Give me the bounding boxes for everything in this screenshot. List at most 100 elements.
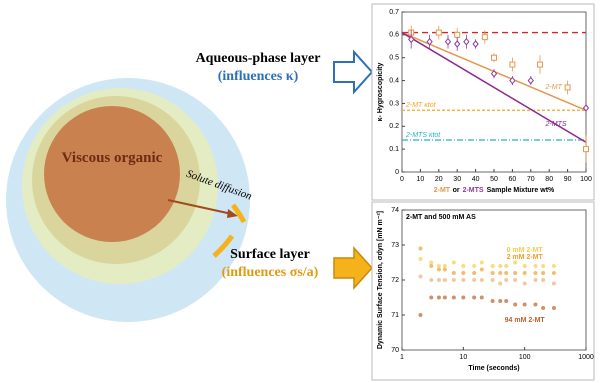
chart-frame	[371, 201, 595, 381]
x-tick-label: 1000	[578, 354, 594, 361]
data-point	[451, 295, 456, 300]
data-point	[479, 260, 484, 265]
data-point	[504, 271, 509, 275]
data-point	[461, 278, 466, 282]
y-tick-label: 70	[391, 347, 399, 354]
x-tick-label: 20	[435, 176, 443, 183]
data-point	[537, 61, 543, 68]
data-point	[444, 37, 452, 46]
data-point	[436, 267, 441, 272]
y-tick-label: 0.4	[389, 77, 399, 84]
x-axis-label-part: 2-MTS	[463, 187, 484, 194]
data-point	[551, 264, 556, 268]
data-point	[436, 264, 441, 268]
trend-label: 2-MT	[545, 84, 563, 91]
data-point	[522, 264, 527, 268]
data-point	[490, 264, 495, 268]
series-label: 94 mM 2-MT	[505, 317, 546, 324]
trend-line	[401, 31, 587, 143]
data-point	[582, 104, 590, 112]
data-point	[479, 267, 484, 272]
data-point	[541, 264, 546, 268]
series-label: 2 mM 2-MT	[507, 254, 544, 261]
viscous-core	[44, 106, 180, 242]
data-point	[454, 40, 461, 48]
trend-label: 2-MTS	[545, 121, 567, 128]
x-tick-label: 10	[417, 176, 425, 183]
data-point	[490, 299, 495, 303]
surface-arrow	[333, 246, 374, 290]
surface-arc	[212, 234, 235, 258]
chart-title: 2-MT and 500 mM AS	[406, 214, 476, 221]
surface-arc	[231, 203, 247, 224]
data-point	[498, 299, 503, 303]
reference-label: 2-MTS κtot	[405, 132, 441, 139]
data-point	[442, 295, 447, 300]
data-point	[541, 278, 546, 282]
x-tick-label: 40	[472, 176, 480, 183]
data-point	[429, 260, 434, 265]
data-point	[533, 278, 538, 282]
data-point	[481, 34, 488, 41]
data-point	[504, 278, 509, 282]
data-point	[479, 278, 484, 282]
x-tick-label: 70	[527, 176, 535, 183]
x-tick-label: 10	[459, 354, 467, 361]
y-tick-label: 73	[391, 242, 399, 249]
data-point	[490, 278, 495, 282]
x-axis-label-part: Sample Mixture wt%	[487, 187, 555, 194]
data-point	[418, 274, 423, 279]
core-label-text: Viscous organic	[62, 150, 163, 166]
data-point	[513, 260, 518, 265]
data-point	[498, 271, 503, 275]
data-point	[491, 54, 497, 61]
data-point	[479, 295, 484, 300]
y-tick-label: 0.7	[389, 9, 399, 16]
data-point	[551, 306, 556, 310]
data-point	[436, 295, 441, 300]
data-point	[451, 260, 456, 265]
data-point	[451, 271, 456, 275]
y-tick-label: 0.1	[389, 146, 399, 153]
x-tick-label: 100	[519, 354, 531, 361]
x-tick-label: 100	[580, 176, 592, 183]
data-point	[533, 271, 538, 275]
data-point	[408, 35, 415, 44]
x-tick-label: 1	[400, 354, 404, 361]
data-point	[418, 246, 423, 251]
x-tick-label: 50	[490, 176, 498, 183]
data-point	[454, 31, 461, 38]
data-point	[429, 278, 434, 282]
data-point	[551, 271, 556, 275]
data-point	[551, 281, 556, 286]
aqueous-arrow	[333, 49, 374, 95]
charts: 0 0.1 0.2 0.3 0.4 0.5 0.6 0.7 0 10 20 30 40 50 60 70 80 9…	[377, 9, 594, 372]
data-point	[472, 264, 477, 268]
data-point	[461, 264, 466, 268]
data-point	[442, 264, 447, 268]
data-point	[451, 278, 456, 282]
x-tick-label: 30	[453, 176, 461, 183]
data-point	[490, 69, 498, 78]
aqueous-title: Aqueous-phase layer	[196, 51, 321, 66]
series-label: 0 mM 2-MT	[507, 247, 544, 254]
surface-title: Surface layer	[230, 247, 310, 262]
x-tick-label: 0	[400, 176, 404, 183]
data-point	[429, 295, 434, 300]
data-point	[583, 146, 589, 153]
data-point	[472, 271, 477, 275]
data-point	[429, 264, 434, 268]
y-axis-label: Dynamic Surface Tension, σdyn [mN m⁻²]	[377, 211, 384, 349]
y-tick-label: 71	[391, 312, 399, 319]
data-point	[461, 271, 466, 275]
x-tick-label: 80	[545, 176, 553, 183]
diffusion-arrow-head	[227, 209, 238, 218]
surface-note: (influences σs/a)	[222, 265, 319, 280]
y-tick-label: 74	[391, 207, 399, 214]
y-tick-label: 72	[391, 277, 399, 284]
x-tick-label: 90	[564, 176, 572, 183]
data-point	[541, 306, 546, 310]
data-point	[513, 271, 518, 275]
diffusion-arrow	[167, 199, 233, 215]
data-point	[513, 302, 518, 307]
